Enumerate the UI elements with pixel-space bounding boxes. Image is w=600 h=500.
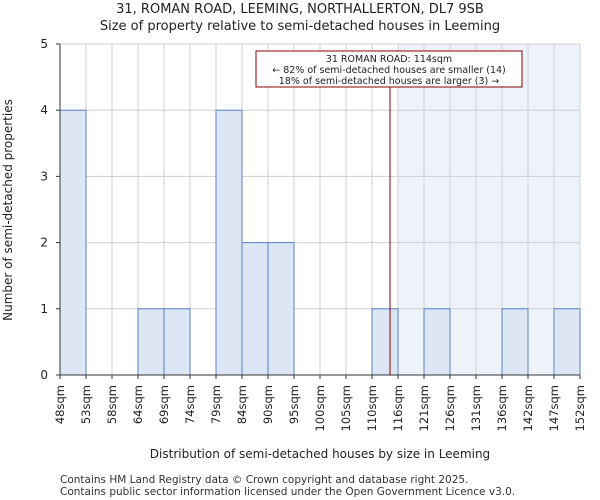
- x-tick-label: 110sqm: [365, 385, 379, 431]
- x-tick-label: 131sqm: [469, 385, 483, 431]
- x-axis-label: Distribution of semi-detached houses by …: [150, 447, 490, 461]
- histogram-bar: [59, 109, 87, 376]
- y-tick-label: 4: [40, 103, 48, 117]
- histogram-bar: [163, 308, 191, 376]
- histogram-bar: [137, 308, 165, 376]
- x-tick-label: 79sqm: [209, 385, 223, 424]
- histogram-bar: [501, 308, 529, 376]
- x-tick-label: 152sqm: [573, 385, 587, 431]
- y-tick-label: 1: [40, 302, 48, 316]
- chart-title: 31, ROMAN ROAD, LEEMING, NORTHALLERTON, …: [116, 2, 484, 17]
- footer-licence: Contains public sector information licen…: [60, 486, 516, 498]
- histogram-bar: [553, 308, 581, 376]
- annotation-text-line: 31 ROMAN ROAD: 114sqm: [326, 54, 452, 65]
- annotation-text-line: 18% of semi-detached houses are larger (…: [279, 76, 499, 87]
- x-tick-label: 100sqm: [313, 385, 327, 431]
- footer-copyright: Contains HM Land Registry data © Crown c…: [60, 474, 469, 486]
- x-tick-label: 48sqm: [53, 385, 67, 424]
- y-axis-label: Number of semi-detached properties: [1, 99, 15, 321]
- histogram-bar: [371, 308, 399, 376]
- x-tick-label: 142sqm: [521, 385, 535, 431]
- annotation-box: [255, 50, 523, 88]
- y-tick-label: 2: [40, 236, 48, 250]
- y-tick-label: 5: [40, 37, 48, 51]
- x-tick-label: 136sqm: [495, 385, 509, 431]
- x-tick-label: 126sqm: [443, 385, 457, 431]
- y-tick-label: 3: [40, 169, 48, 183]
- annotation-text-line: ← 82% of semi-detached houses are smalle…: [272, 65, 506, 76]
- x-tick-label: 105sqm: [339, 385, 353, 431]
- y-tick-label: 0: [40, 368, 48, 382]
- x-tick-label: 58sqm: [105, 385, 119, 424]
- x-tick-label: 121sqm: [417, 385, 431, 431]
- x-tick-label: 84sqm: [235, 385, 249, 424]
- histogram-bar: [215, 109, 243, 376]
- x-tick-label: 90sqm: [261, 385, 275, 424]
- x-tick-label: 116sqm: [391, 385, 405, 431]
- chart-subtitle: Size of property relative to semi-detach…: [99, 19, 501, 34]
- x-tick-label: 64sqm: [131, 385, 145, 424]
- x-tick-label: 95sqm: [287, 385, 301, 424]
- x-tick-label: 74sqm: [183, 385, 197, 424]
- histogram-bar: [423, 308, 451, 376]
- histogram-bar: [267, 242, 295, 376]
- histogram-bar: [241, 242, 269, 376]
- x-tick-label: 147sqm: [547, 385, 561, 431]
- x-tick-label: 53sqm: [79, 385, 93, 424]
- x-tick-label: 69sqm: [157, 385, 171, 424]
